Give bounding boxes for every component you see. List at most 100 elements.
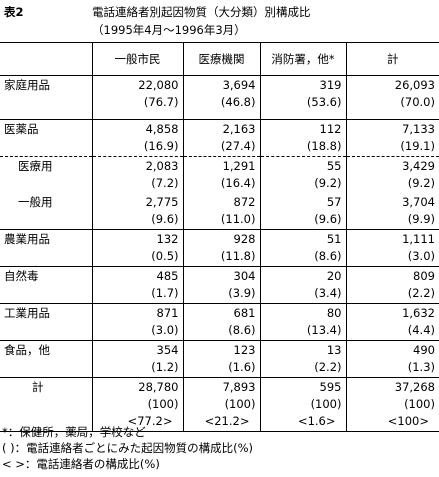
table: 一般市民 医療機関 消防署，他* 計家庭用品 22,080 (76.7) 3,694 (46.…	[0, 42, 439, 432]
cell: 20 (3.4)	[259, 266, 346, 304]
column-header: 計	[345, 42, 439, 76]
cell: 304 (3.9)	[182, 266, 260, 304]
cell: 7,893 (100) <21.2>	[182, 377, 260, 432]
table-row: 農業用品 132 (0.5) 928 (11.8) 51 (8.6) 1,111 (3.0)	[0, 229, 439, 267]
cell-line: 112	[319, 122, 342, 136]
cell: 22,080 (76.7)	[91, 75, 183, 120]
table-row: 自然毒 485 (1.7) 304 (3.9) 20 (3.4) 809 (2.2)	[0, 266, 439, 304]
cell-line: 490	[413, 343, 435, 357]
cell-line: 20	[326, 269, 342, 283]
cell-line: <21.2>	[204, 414, 250, 428]
notes: *：保健所，薬局，学校など ( )：電話連絡者ごとにみた起因物質の構成比(%) < …	[2, 424, 253, 472]
cell-line: 595	[319, 380, 342, 394]
cell-line: 22,080	[138, 78, 179, 92]
row-label: 自然毒	[0, 266, 92, 304]
cell: 872 (11.0)	[182, 193, 260, 230]
cell: 7,133 (19.1)	[345, 119, 439, 157]
cell-line: (100)	[310, 397, 342, 411]
cell: 809 (2.2)	[345, 266, 439, 304]
column-header: 医療機関	[182, 42, 260, 76]
cell: 928 (11.8)	[182, 229, 260, 267]
cell: 57 (9.6)	[259, 193, 346, 230]
cell-line: 681	[233, 306, 256, 320]
cell: 26,093 (70.0)	[345, 75, 439, 120]
cell-line: 809	[413, 269, 435, 283]
cell-line: (16.4)	[220, 176, 256, 190]
row-label: 農業用品	[0, 229, 92, 267]
cell-line: 928	[233, 232, 256, 246]
row-label: 食品，他	[0, 340, 92, 378]
cell-line: (3.0)	[407, 249, 435, 263]
cell-line: (100)	[224, 397, 256, 411]
cell-line: (9.2)	[314, 176, 342, 190]
cell-line: 51	[326, 232, 342, 246]
cell-line: 132	[156, 232, 179, 246]
cell-line: (9.6)	[314, 212, 342, 226]
cell-line: (8.6)	[228, 323, 256, 337]
cell-line: (1.3)	[407, 360, 435, 374]
row-label: 工業用品	[0, 303, 92, 341]
cell: 112 (18.8)	[259, 119, 346, 157]
column-header: 消防署，他*	[259, 42, 346, 76]
cell: 354 (1.2)	[91, 340, 183, 378]
subtitle: （1995年4月～1996年3月）	[92, 23, 246, 37]
cell-line: 2,163	[222, 122, 256, 136]
cell: 13 (2.2)	[259, 340, 346, 378]
table-row: 医療用 2,083 (7.2) 1,291 (16.4) 55 (9.2) 3,429 (9.2…	[0, 156, 439, 193]
cell: 28,780 (100) <77.2>	[91, 377, 183, 432]
cell-line: (11.0)	[220, 212, 256, 226]
title: 電話連絡者別起因物質（大分類）別構成比	[92, 5, 311, 19]
cell-line: 28,780	[138, 380, 179, 394]
cell: 51 (8.6)	[259, 229, 346, 267]
table-row: 医薬品 4,858 (16.9) 2,163 (27.4) 112 (18.8) 7,133 (…	[0, 119, 439, 157]
header-row: 一般市民 医療機関 消防署，他* 計	[0, 42, 439, 76]
cell-line: (0.5)	[151, 249, 179, 263]
cell-line: (46.8)	[220, 95, 256, 109]
cell-line: 3,704	[402, 195, 435, 209]
cell-line: 319	[319, 78, 342, 92]
column-header: 一般市民	[91, 42, 183, 76]
cell: 4,858 (16.9)	[91, 119, 183, 157]
cell-line: 13	[326, 343, 342, 357]
cell-line: (76.7)	[143, 95, 179, 109]
table-row: 一般用 2,775 (9.6) 872 (11.0) 57 (9.6) 3,704 (9.9)	[0, 193, 439, 230]
cell: 123 (1.6)	[182, 340, 260, 378]
cell: 3,694 (46.8)	[182, 75, 260, 120]
cell-line: (70.0)	[400, 95, 435, 109]
cell-line: 26,093	[394, 78, 435, 92]
cell-line: (7.2)	[151, 176, 179, 190]
cell-line: (13.4)	[306, 323, 342, 337]
table-row: 計 28,780 (100) <77.2> 7,893 (100) <21.2> 595 (10…	[0, 377, 439, 432]
cell-line: (9.6)	[151, 212, 179, 226]
cell-line: (53.6)	[306, 95, 342, 109]
cell-line: (3.4)	[314, 286, 342, 300]
row-label: 計	[0, 377, 92, 432]
cell-line: <77.2>	[127, 414, 173, 428]
cell-line: (27.4)	[220, 139, 256, 153]
cell-line: 3,429	[402, 159, 435, 173]
cell: 1,632 (4.4)	[345, 303, 439, 341]
cell-line: (3.9)	[228, 286, 256, 300]
cell: 485 (1.7)	[91, 266, 183, 304]
cell-line: 7,133	[402, 122, 435, 136]
cell-line: 55	[326, 159, 342, 173]
cell: 3,429 (9.2)	[345, 156, 439, 193]
row-label: 医療用	[0, 156, 92, 193]
cell-line: 872	[233, 195, 256, 209]
cell-line: 80	[326, 306, 342, 320]
cell-line: (1.6)	[228, 360, 256, 374]
cell-line: 354	[156, 343, 179, 357]
cell-line: 1,632	[402, 306, 435, 320]
cell-line: (16.9)	[143, 139, 179, 153]
cell: 595 (100) <1.6>	[259, 377, 346, 432]
cell-line: <1.6>	[297, 414, 336, 428]
cell: 2,163 (27.4)	[182, 119, 260, 157]
cell-line: (8.6)	[314, 249, 342, 263]
cell-line: (1.2)	[151, 360, 179, 374]
cell-line: 3,694	[222, 78, 256, 92]
cell-line: 871	[156, 306, 179, 320]
header: 表2 電話連絡者別起因物質（大分類）別構成比	[4, 4, 311, 20]
cell-line: (1.7)	[151, 286, 179, 300]
cell-line: (9.2)	[407, 176, 435, 190]
table-label: 表2	[4, 5, 24, 19]
